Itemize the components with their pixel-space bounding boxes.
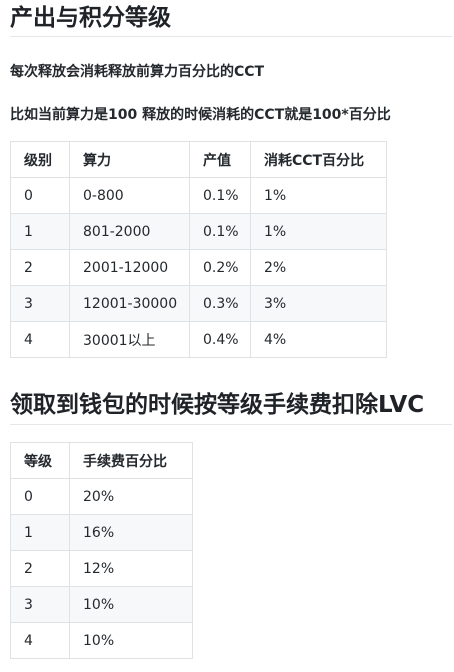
table-cell: 12001-30000 (69, 285, 190, 322)
table-cell: 0.3% (189, 285, 251, 322)
table-row: 3 10% (10, 586, 193, 623)
table-header-row: 级别 算力 产值 消耗CCT百分比 (10, 141, 387, 178)
heading-divider (10, 424, 452, 425)
table-row: 2 12% (10, 550, 193, 587)
column-header: 手续费百分比 (69, 442, 193, 479)
table-cell: 0-800 (69, 177, 190, 214)
table-cell: 0.1% (189, 177, 251, 214)
table-cell: 4% (250, 321, 387, 358)
table-cell: 1% (250, 213, 387, 250)
table-cell: 4 (10, 321, 70, 358)
heading-divider (10, 36, 452, 37)
column-header: 级别 (10, 141, 70, 178)
table-cell: 0 (10, 177, 70, 214)
table-row: 1 16% (10, 514, 193, 551)
table-cell: 30001以上 (69, 321, 190, 358)
table-cell: 2001-12000 (69, 249, 190, 286)
table-cell: 3 (10, 285, 70, 322)
table-cell: 3% (250, 285, 387, 322)
example-paragraph: 比如当前算力是100 释放的时候消耗的CCT就是100*百分比 (10, 107, 391, 123)
column-header: 等级 (10, 442, 70, 479)
table-row: 1 801-2000 0.1% 1% (10, 213, 387, 250)
section-title-wallet-fee: 领取到钱包的时候按等级手续费扣除LVC (10, 392, 425, 418)
table-cell: 10% (69, 622, 193, 659)
table-cell: 0 (10, 478, 70, 515)
table-cell: 12% (69, 550, 193, 587)
wallet-fee-table: 等级 手续费百分比 0 20% 1 16% 2 12% 3 10% 4 10% (10, 442, 193, 659)
table-cell: 1 (10, 213, 70, 250)
table-cell: 4 (10, 622, 70, 659)
table-header-row: 等级 手续费百分比 (10, 442, 193, 479)
table-row: 4 10% (10, 622, 193, 659)
table-cell: 2% (250, 249, 387, 286)
table-row: 0 0-800 0.1% 1% (10, 177, 387, 214)
column-header: 算力 (69, 141, 190, 178)
column-header: 产值 (189, 141, 251, 178)
table-row: 2 2001-12000 0.2% 2% (10, 249, 387, 286)
table-cell: 3 (10, 586, 70, 623)
table-row: 0 20% (10, 478, 193, 515)
table-row: 3 12001-30000 0.3% 3% (10, 285, 387, 322)
table-cell: 20% (69, 478, 193, 515)
section-title-output-levels: 产出与积分等级 (10, 5, 171, 31)
table-cell: 0.4% (189, 321, 251, 358)
description-paragraph: 每次释放会消耗释放前算力百分比的CCT (10, 64, 265, 80)
table-cell: 2 (10, 249, 70, 286)
table-cell: 2 (10, 550, 70, 587)
table-cell: 0.1% (189, 213, 251, 250)
table-cell: 1% (250, 177, 387, 214)
table-cell: 10% (69, 586, 193, 623)
level-output-table: 级别 算力 产值 消耗CCT百分比 0 0-800 0.1% 1% 1 801-… (10, 141, 387, 358)
table-cell: 16% (69, 514, 193, 551)
table-row: 4 30001以上 0.4% 4% (10, 321, 387, 358)
table-cell: 1 (10, 514, 70, 551)
column-header: 消耗CCT百分比 (250, 141, 387, 178)
table-cell: 0.2% (189, 249, 251, 286)
table-cell: 801-2000 (69, 213, 190, 250)
